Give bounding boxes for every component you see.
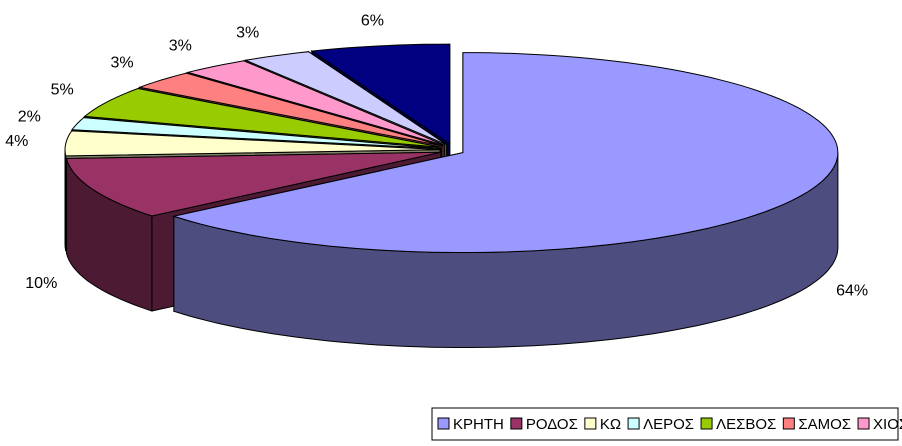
data-label: 3% — [169, 38, 192, 55]
data-label: 3% — [110, 55, 133, 72]
slice — [65, 151, 441, 217]
legend-swatch — [857, 417, 870, 430]
slice — [71, 117, 441, 149]
legend-box — [431, 407, 899, 441]
slice — [185, 60, 445, 146]
data-label: 2% — [18, 109, 41, 126]
slice — [310, 43, 451, 146]
data-label: 64% — [836, 282, 868, 299]
legend-swatch — [584, 417, 597, 430]
slice — [64, 130, 441, 157]
legend-label: ΚΩ — [600, 416, 621, 433]
slice — [137, 72, 444, 147]
data-label: 10% — [25, 275, 57, 292]
legend-swatch — [782, 417, 795, 430]
slice-side — [64, 149, 67, 251]
legend-label: ΧΙΟΣ — [873, 416, 902, 433]
legend: ΚΡΗΤΗΡΟΔΟΣΚΩΛΕΡΟΣΛΕΣΒΟΣΣΑΜΟΣΧΙΟΣΝΑΞΟΣΛΟΙ… — [431, 407, 902, 441]
data-label: 3% — [236, 24, 259, 41]
legend-swatch — [510, 417, 523, 430]
slice — [243, 51, 447, 146]
data-label: 6% — [361, 13, 384, 30]
slice — [83, 87, 442, 148]
legend-swatch — [700, 417, 713, 430]
legend-label: ΛΕΡΟΣ — [643, 416, 694, 433]
legend-label: ΣΑΜΟΣ — [798, 416, 851, 433]
legend-swatch — [437, 417, 450, 430]
data-label: 4% — [5, 133, 28, 150]
slice — [171, 52, 839, 253]
legend-swatch — [627, 417, 640, 430]
legend-label: ΛΕΣΒΟΣ — [716, 416, 776, 433]
legend-label: ΚΡΗΤΗ — [453, 416, 504, 433]
legend-label: ΡΟΔΟΣ — [526, 416, 578, 433]
data-label: 5% — [51, 82, 74, 99]
